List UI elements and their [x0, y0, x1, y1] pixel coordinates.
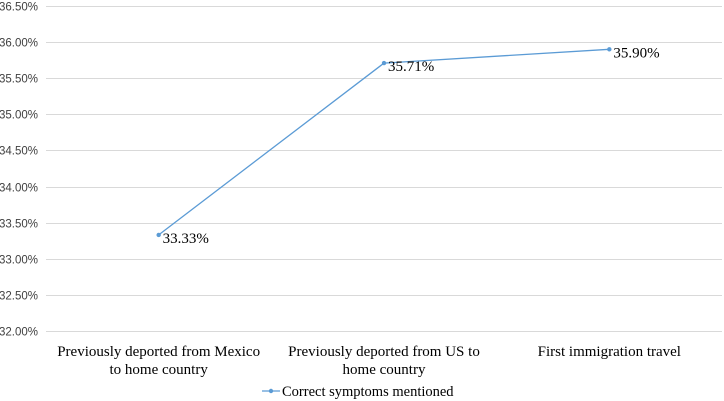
- x-category-label-line: Previously deported from US to: [288, 344, 480, 360]
- y-tick-label: 34.50%: [0, 146, 38, 158]
- legend-marker: [268, 388, 274, 394]
- legend: Correct symptoms mentioned: [262, 384, 454, 400]
- data-point: [607, 47, 612, 52]
- data-labels: 33.33% 35.71% 35.90%: [163, 45, 660, 247]
- y-tick-label: 35.50%: [0, 74, 38, 86]
- y-tick-label: 36.00%: [0, 38, 38, 50]
- y-tick-label: 32.00%: [0, 327, 38, 339]
- x-category-label: First immigration travel: [538, 344, 681, 360]
- gridlines: [46, 6, 722, 332]
- data-point: [381, 60, 387, 66]
- y-tick-label: 33.50%: [0, 219, 38, 231]
- data-label: 35.90%: [613, 45, 659, 61]
- series-line: [158, 48, 610, 236]
- y-axis-ticks: 32.00% 32.50% 33.00% 33.50% 34.00% 34.50% 35.0…: [0, 2, 38, 339]
- y-tick-label: 36.50%: [0, 2, 38, 14]
- y-tick-label: 33.00%: [0, 255, 38, 267]
- data-point: [156, 232, 161, 238]
- x-category-label-line: Previously deported from Mexico: [57, 344, 260, 360]
- x-category-label: Previously deported from US to home count…: [288, 344, 480, 378]
- y-tick-label: 34.00%: [0, 183, 38, 195]
- data-label: 35.71%: [388, 59, 434, 75]
- y-tick-label: 35.00%: [0, 110, 38, 122]
- x-category-label: Previously deported from Mexico to home c…: [57, 344, 260, 378]
- data-label: 33.33%: [163, 231, 209, 247]
- legend-label: Correct symptoms mentioned: [282, 384, 454, 400]
- x-category-label-line: to home country: [110, 362, 209, 378]
- series-layer: [156, 47, 612, 238]
- y-tick-label: 32.50%: [0, 291, 38, 303]
- x-category-label-line: home country: [343, 362, 426, 378]
- x-category-label-line: First immigration travel: [538, 344, 681, 360]
- x-axis-categories: Previously deported from Mexico to home c…: [57, 344, 681, 378]
